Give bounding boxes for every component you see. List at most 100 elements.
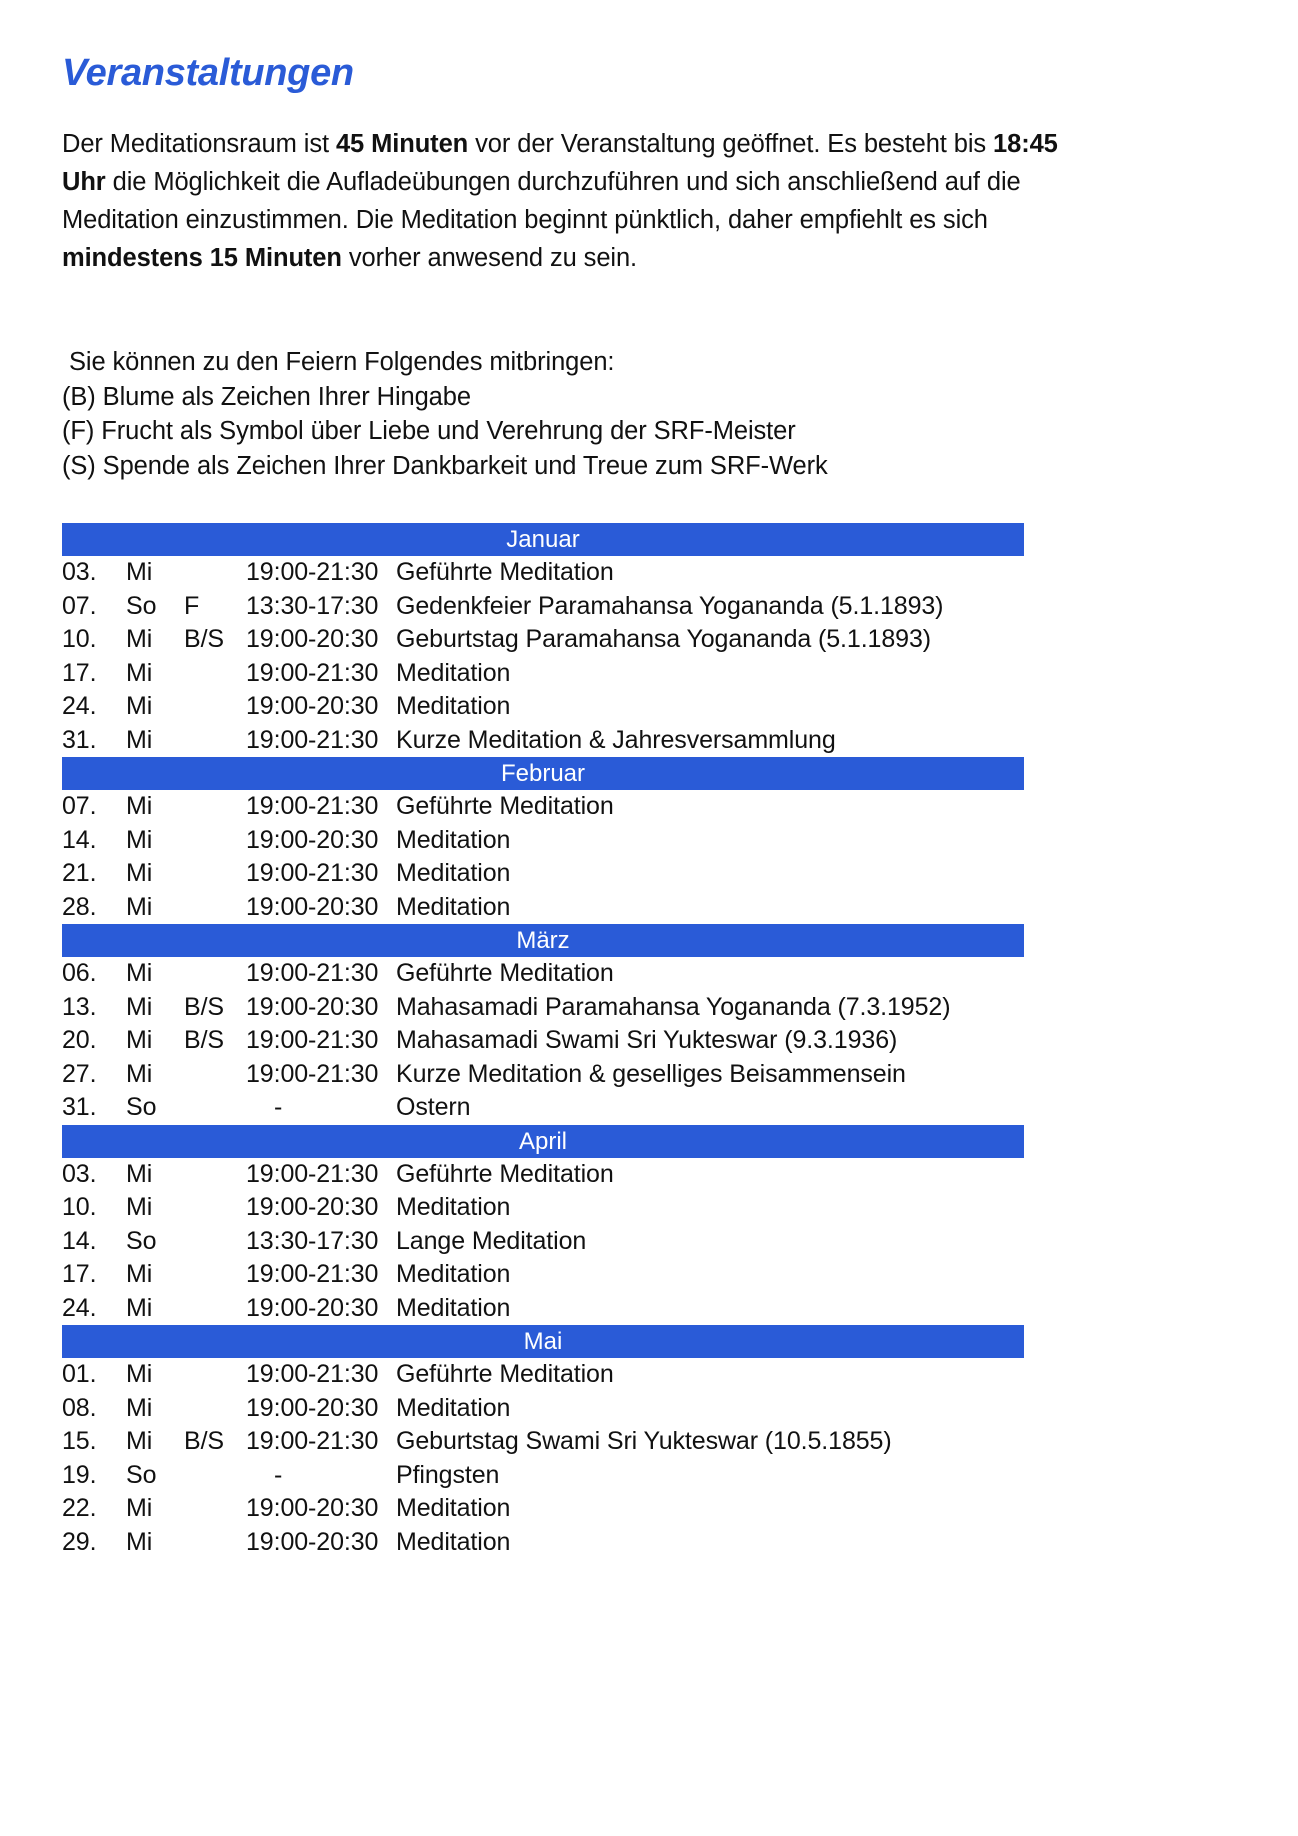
time-cell: 19:00-21:30: [246, 1159, 379, 1188]
weekday-cell: Mi: [126, 859, 153, 887]
day-cell: 03.: [62, 558, 97, 586]
time-cell: 19:00-21:30: [246, 1360, 379, 1388]
intro-emphasis: 45 Minuten: [335, 130, 469, 158]
symbol-cell: [184, 1191, 246, 1225]
event-title-cell: Meditation: [396, 692, 511, 720]
day-cell: 15.: [62, 1427, 97, 1455]
event-title-cell: Meditation: [396, 1193, 511, 1221]
day-cell: 17.: [62, 658, 97, 687]
time-cell: 19:00-20:30: [246, 1494, 379, 1522]
event-title-cell: Kurze Meditation & geselliges Beisammens…: [396, 1059, 906, 1088]
time-cell: 19:00-20:30: [246, 1527, 379, 1556]
time-cell: 13:30-17:30: [246, 591, 379, 620]
time-cell: 19:00-21:30: [246, 725, 379, 754]
table-row: 24. Mi 19:00-20:30 Meditation: [62, 1292, 1024, 1326]
symbol-cell: [184, 891, 246, 925]
event-title-cell: Mahasamadi Paramahansa Yogananda (7.3.19…: [396, 992, 951, 1021]
time-cell: 19:00-21:30: [246, 792, 379, 820]
weekday-cell: Mi: [126, 558, 153, 586]
table-row: 01. Mi 19:00-21:30 Geführte Meditation: [62, 1358, 1024, 1392]
symbol-cell: [184, 1526, 246, 1560]
table-row: 27. Mi 19:00-21:30 Kurze Meditation & gesel…: [62, 1058, 1024, 1092]
symbol-cell: [184, 1292, 246, 1326]
intro-text: Der Meditationsraum ist: [62, 130, 336, 158]
weekday-cell: Mi: [126, 1494, 153, 1522]
day-cell: 31.: [62, 1093, 97, 1121]
event-title-cell: Lange Meditation: [396, 1226, 587, 1255]
weekday-cell: Mi: [126, 1293, 153, 1322]
event-title-cell: Meditation: [396, 892, 511, 921]
table-row: 06. Mi 19:00-21:30 Geführte Meditation: [62, 957, 1024, 991]
weekday-cell: Mi: [126, 1193, 153, 1221]
legend-heading: Sie können zu den Feiern Folgendes mitbr…: [62, 348, 615, 376]
day-cell: 14.: [62, 825, 97, 854]
time-cell: 13:30-17:30: [246, 1226, 379, 1255]
month-header-februar: Februar: [62, 757, 1024, 790]
month-rows-februar: 07. Mi 19:00-21:30 Geführte Meditation 14. Mi…: [62, 790, 1024, 924]
time-cell: 19:00-21:30: [246, 1427, 379, 1455]
symbol-cell: [184, 857, 246, 891]
symbol-cell: B/S: [184, 992, 224, 1021]
symbol-cell: [184, 1258, 246, 1292]
event-title-cell: Geführte Meditation: [396, 959, 614, 987]
symbol-cell: B/S: [184, 1427, 224, 1455]
weekday-cell: Mi: [126, 1059, 153, 1088]
table-row: 21. Mi 19:00-21:30 Meditation: [62, 857, 1024, 891]
month-header-mai: Mai: [62, 1325, 1024, 1358]
page-title: Veranstaltungen: [62, 52, 354, 94]
time-cell: 19:00-21:30: [246, 558, 379, 586]
table-row: 07. So F 13:30-17:30 Gedenkfeier Paramahansa…: [62, 590, 1024, 624]
time-cell: 19:00-21:30: [246, 959, 379, 987]
weekday-cell: Mi: [126, 1527, 153, 1556]
table-row: 28. Mi 19:00-20:30 Meditation: [62, 891, 1024, 925]
day-cell: 10.: [62, 1193, 97, 1221]
weekday-cell: Mi: [126, 1260, 153, 1288]
intro-text: vorher anwesend zu sein.: [341, 244, 638, 272]
event-title-cell: Geführte Meditation: [396, 1360, 614, 1388]
weekday-cell: Mi: [126, 992, 153, 1021]
table-row: 14. So 13:30-17:30 Lange Meditation: [62, 1225, 1024, 1259]
symbol-cell: [184, 1058, 246, 1092]
day-cell: 24.: [62, 692, 97, 720]
table-row: 19. So - Pfingsten: [62, 1459, 1024, 1493]
table-row: 03. Mi 19:00-21:30 Geführte Meditation: [62, 1158, 1024, 1192]
event-title-cell: Kurze Meditation & Jahresversammlung: [396, 725, 836, 754]
weekday-cell: Mi: [126, 792, 153, 820]
table-row: 13. Mi B/S 19:00-20:30 Mahasamadi Paramahans…: [62, 991, 1024, 1025]
month-rows-mai: 01. Mi 19:00-21:30 Geführte Meditation 08. Mi…: [62, 1358, 1024, 1559]
intro-text: die Möglichkeit die Aufladeübungen durch…: [62, 168, 1021, 234]
event-title-cell: Mahasamadi Swami Sri Yukteswar (9.3.1936…: [396, 1026, 898, 1054]
day-cell: 27.: [62, 1059, 97, 1088]
table-row: 08. Mi 19:00-20:30 Meditation: [62, 1392, 1024, 1426]
legend-item-frucht: (F) Frucht als Symbol über Liebe und Ver…: [62, 417, 796, 445]
symbol-cell: [184, 724, 246, 758]
weekday-cell: Mi: [126, 892, 153, 921]
day-cell: 20.: [62, 1026, 97, 1054]
day-cell: 07.: [62, 792, 97, 820]
table-row: 24. Mi 19:00-20:30 Meditation: [62, 690, 1024, 724]
table-row: 14. Mi 19:00-20:30 Meditation: [62, 824, 1024, 858]
weekday-cell: So: [126, 591, 157, 620]
table-row: 17. Mi 19:00-21:30 Meditation: [62, 1258, 1024, 1292]
day-cell: 24.: [62, 1293, 97, 1322]
intro-paragraph: Der Meditationsraum ist 45 Minuten vor d…: [62, 125, 1072, 277]
event-title-cell: Meditation: [396, 1293, 511, 1322]
symbol-cell: [184, 824, 246, 858]
table-row: 03. Mi 19:00-21:30 Geführte Meditation: [62, 556, 1024, 590]
table-row: 31. Mi 19:00-21:30 Kurze Meditation & Jahre…: [62, 724, 1024, 758]
time-cell: 19:00-20:30: [246, 1293, 379, 1322]
day-cell: 08.: [62, 1393, 97, 1422]
table-row: 31. So - Ostern: [62, 1091, 1024, 1125]
event-title-cell: Meditation: [396, 1494, 511, 1522]
legend-item-blume: (B) Blume als Zeichen Ihrer Hingabe: [62, 382, 471, 411]
schedule-table: Januar 03. Mi 19:00-21:30 Geführte Meditatio…: [62, 523, 1024, 1559]
day-cell: 21.: [62, 859, 97, 887]
day-cell: 10.: [62, 625, 97, 653]
intro-text: vor der Veranstaltung geöffnet. Es beste…: [468, 130, 994, 158]
weekday-cell: So: [126, 1460, 157, 1489]
weekday-cell: So: [126, 1226, 157, 1255]
symbol-cell: B/S: [184, 625, 224, 653]
day-cell: 29.: [62, 1527, 97, 1556]
event-title-cell: Geführte Meditation: [396, 792, 614, 820]
weekday-cell: Mi: [126, 825, 153, 854]
